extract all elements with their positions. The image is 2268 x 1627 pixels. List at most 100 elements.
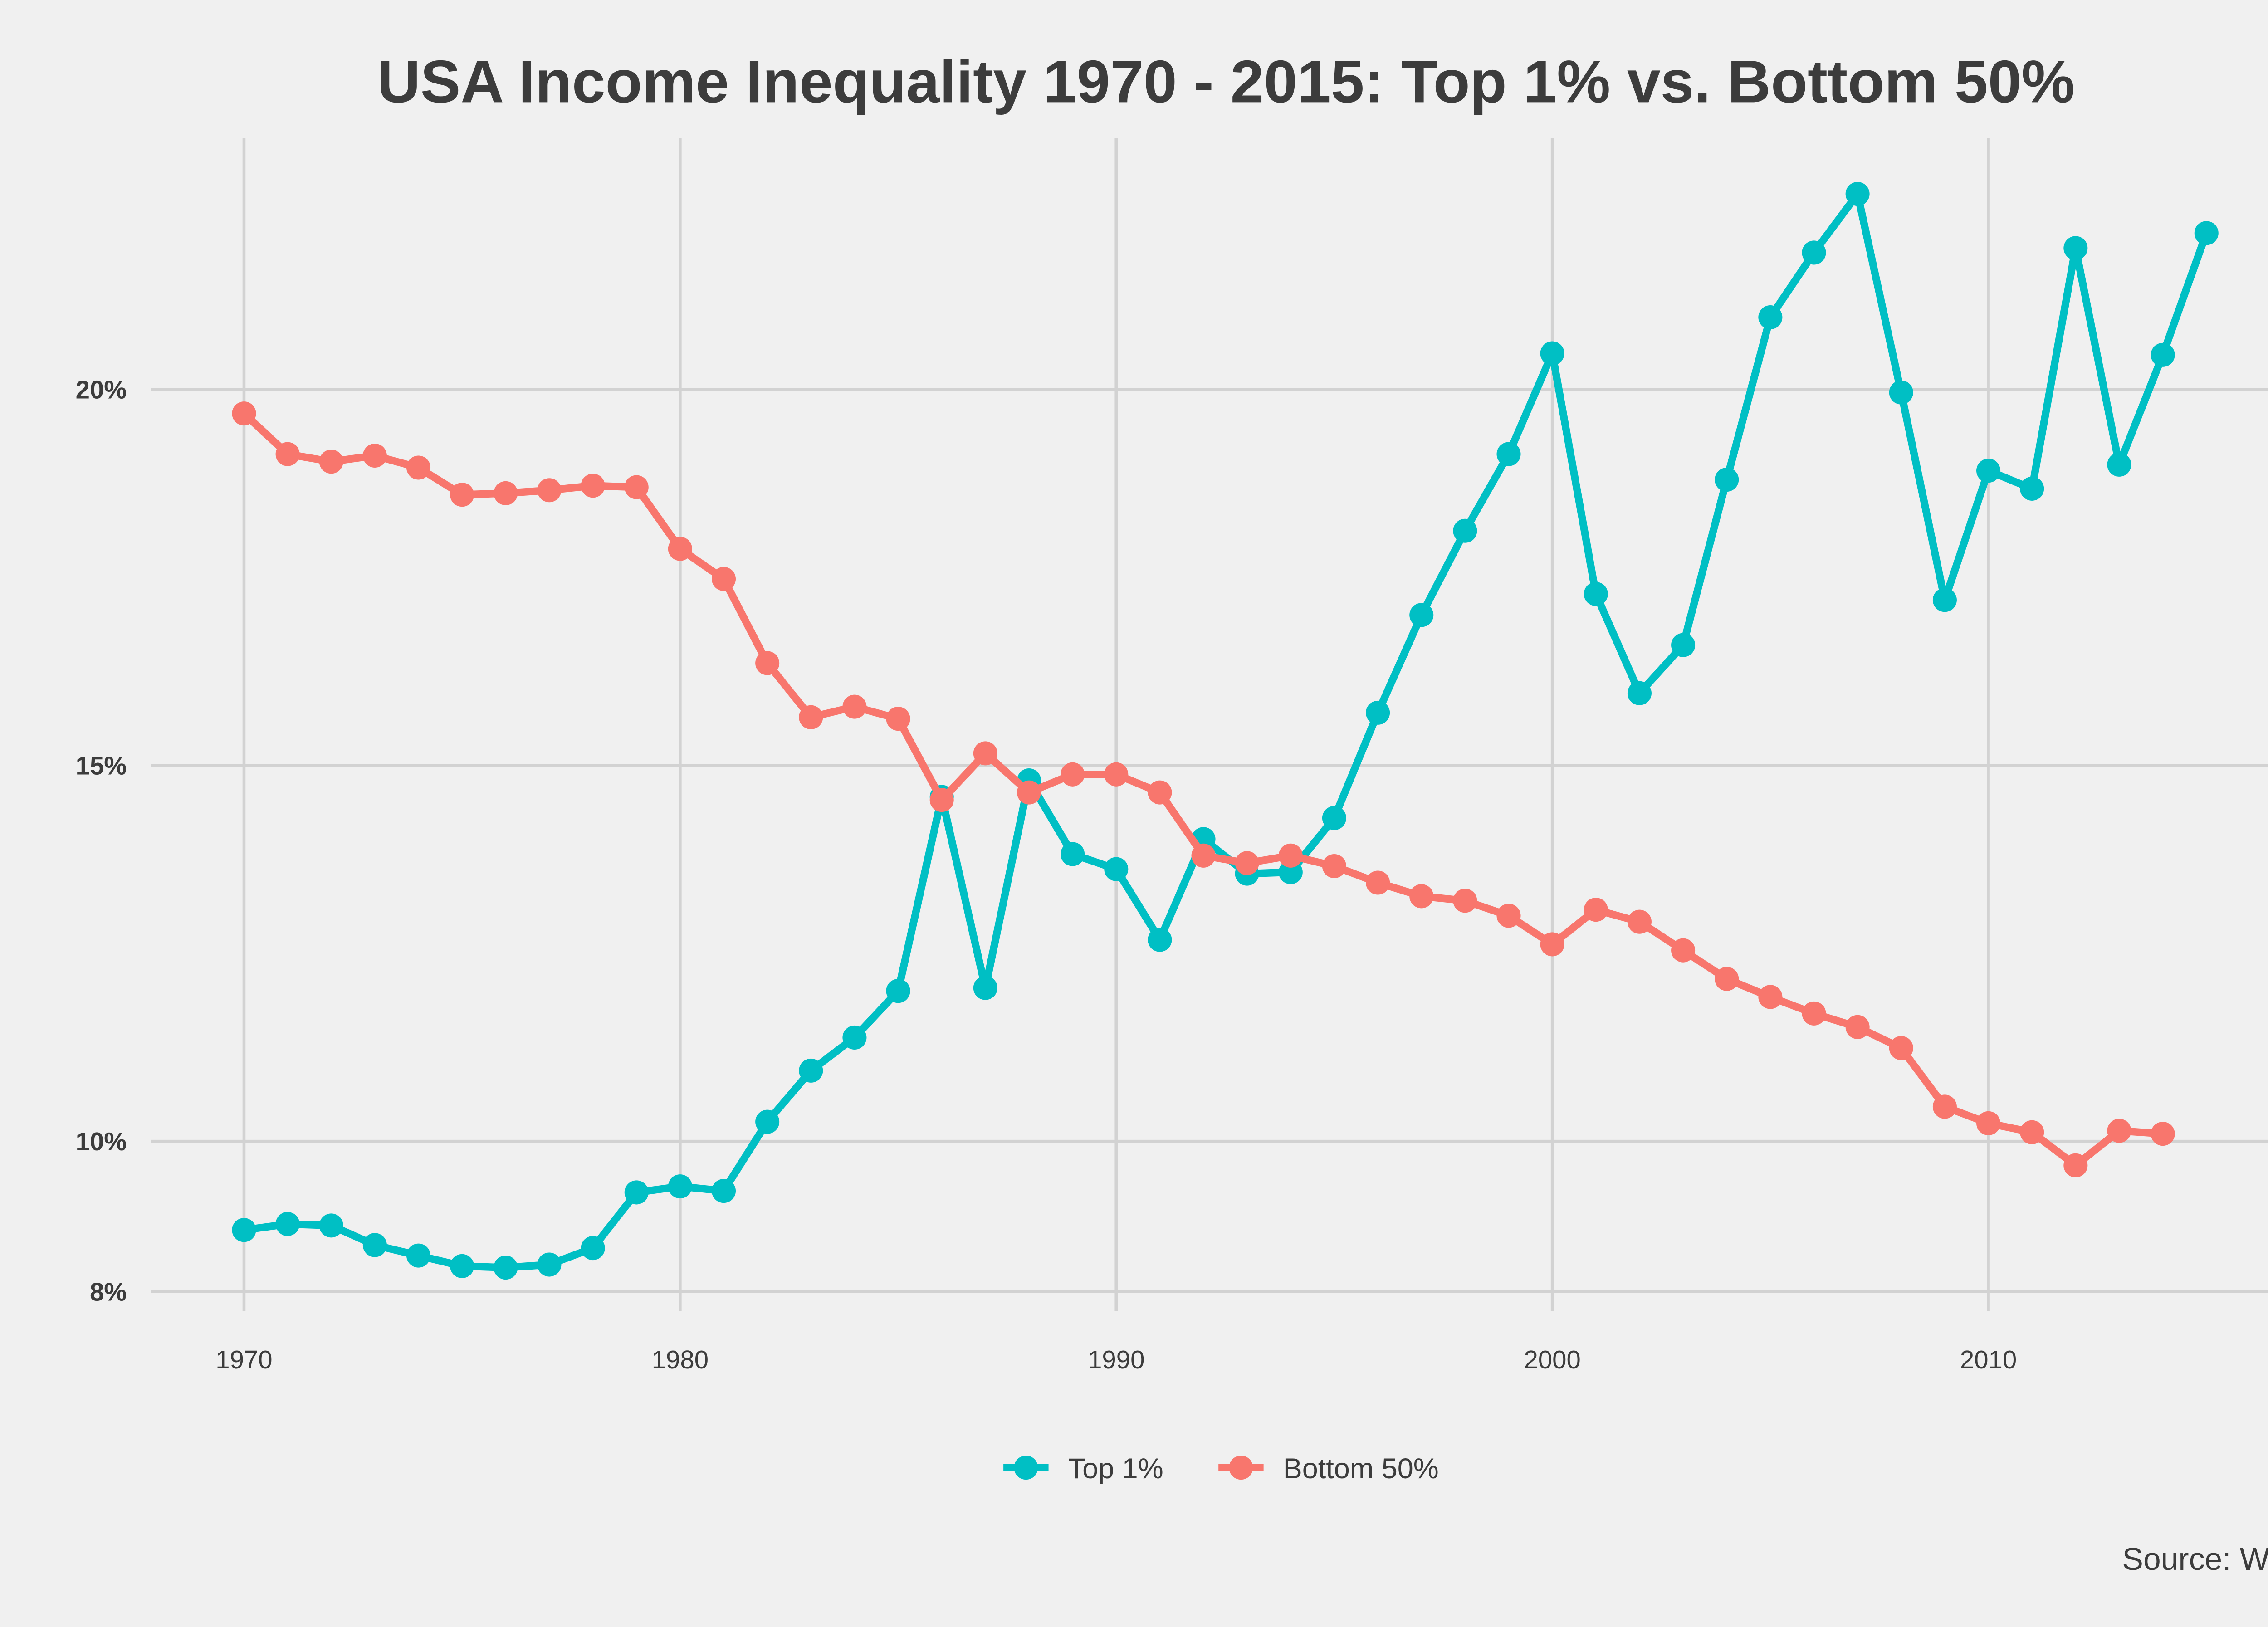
data-point: [1496, 904, 1521, 928]
legend-item: Bottom 50%: [1218, 1453, 1439, 1485]
data-point: [624, 1180, 649, 1205]
data-point: [1976, 459, 2001, 483]
legend-marker: [1014, 1456, 1038, 1480]
data-point: [1191, 843, 1216, 868]
data-point: [319, 1213, 343, 1238]
data-point: [1235, 851, 1259, 875]
data-point: [362, 1233, 387, 1257]
data-point: [1409, 884, 1434, 909]
data-point: [537, 1252, 562, 1277]
data-point: [2020, 476, 2044, 501]
data-point: [1017, 780, 1041, 805]
data-point: [1366, 700, 1390, 725]
data-point: [2020, 1120, 2044, 1144]
legend-item: Top 1%: [1003, 1453, 1163, 1485]
data-point: [711, 1179, 736, 1203]
data-point: [755, 1109, 780, 1134]
data-point: [406, 455, 431, 480]
x-tick-label: 2010: [1960, 1345, 2017, 1374]
data-point: [1932, 1094, 1957, 1119]
y-tick-label: 15%: [76, 751, 127, 780]
data-point: [2151, 1122, 2175, 1146]
y-axis: 8% 10% 15% 20%: [76, 376, 127, 1306]
data-point: [1671, 938, 1696, 963]
data-point: [1322, 854, 1346, 879]
data-point: [1889, 380, 1913, 405]
data-point: [1278, 860, 1303, 884]
data-point: [232, 401, 256, 426]
data-point: [1584, 581, 1608, 606]
data-point: [581, 474, 605, 498]
y-tick-label: 20%: [76, 376, 127, 404]
data-point: [711, 567, 736, 591]
data-point: [494, 1256, 518, 1280]
data-point: [755, 651, 780, 675]
data-point: [1584, 898, 1608, 922]
data-point: [1322, 806, 1346, 830]
data-point: [2107, 452, 2131, 477]
legend-marker: [1229, 1456, 1253, 1480]
data-point: [1889, 1036, 1913, 1060]
data-point: [1540, 932, 1564, 957]
data-point: [1061, 762, 1085, 787]
x-tick-label: 1970: [215, 1345, 272, 1374]
data-point: [232, 1218, 256, 1242]
legend-label: Bottom 50%: [1283, 1453, 1439, 1485]
data-point: [2063, 236, 2088, 260]
x-axis: 1970 1980 1990 2000 2010: [215, 1345, 2017, 1374]
data-point: [842, 694, 867, 719]
series-lines: [232, 182, 2219, 1280]
data-point: [1278, 843, 1303, 868]
data-point: [406, 1243, 431, 1268]
data-point: [1104, 762, 1129, 787]
y-tick-label: 10%: [76, 1127, 127, 1156]
data-point: [1496, 442, 1521, 466]
data-point: [1627, 909, 1652, 934]
data-point: [1627, 681, 1652, 705]
data-point: [1976, 1111, 2001, 1135]
data-point: [929, 788, 954, 812]
data-point: [362, 443, 387, 468]
data-point: [799, 1058, 823, 1083]
data-point: [1932, 588, 1957, 612]
x-tick-label: 2000: [1524, 1345, 1580, 1374]
data-point: [668, 537, 692, 561]
data-point: [1845, 182, 1870, 206]
x-tick-label: 1980: [652, 1345, 709, 1374]
data-point: [1148, 780, 1172, 805]
data-point: [1540, 341, 1564, 366]
data-point: [1715, 967, 1739, 991]
data-point: [624, 475, 649, 499]
data-point: [1671, 633, 1696, 657]
grid: [151, 138, 2268, 1311]
data-point: [973, 741, 997, 766]
data-point: [1453, 518, 1477, 543]
legend: Top 1% Bottom 50%: [1003, 1453, 1439, 1485]
data-point: [886, 979, 910, 1003]
data-point: [1715, 468, 1739, 492]
data-point: [1758, 305, 1783, 330]
data-point: [581, 1236, 605, 1261]
data-point: [494, 481, 518, 505]
series-bottom-50: [232, 401, 2175, 1177]
data-point: [275, 442, 300, 466]
data-point: [2063, 1153, 2088, 1177]
data-point: [1409, 603, 1434, 627]
data-point: [319, 450, 343, 474]
data-point: [1802, 240, 1826, 265]
data-point: [1453, 889, 1477, 913]
data-point: [450, 1254, 474, 1278]
data-point: [275, 1212, 300, 1236]
data-point: [1148, 928, 1172, 952]
legend-label: Top 1%: [1068, 1453, 1163, 1485]
data-point: [1802, 1001, 1826, 1026]
chart-title: USA Income Inequality 1970 - 2015: Top 1…: [377, 48, 2075, 115]
data-point: [886, 707, 910, 731]
data-point: [1366, 870, 1390, 895]
data-point: [799, 705, 823, 729]
data-point: [450, 483, 474, 507]
data-point: [2194, 221, 2219, 245]
data-point: [2107, 1119, 2131, 1143]
